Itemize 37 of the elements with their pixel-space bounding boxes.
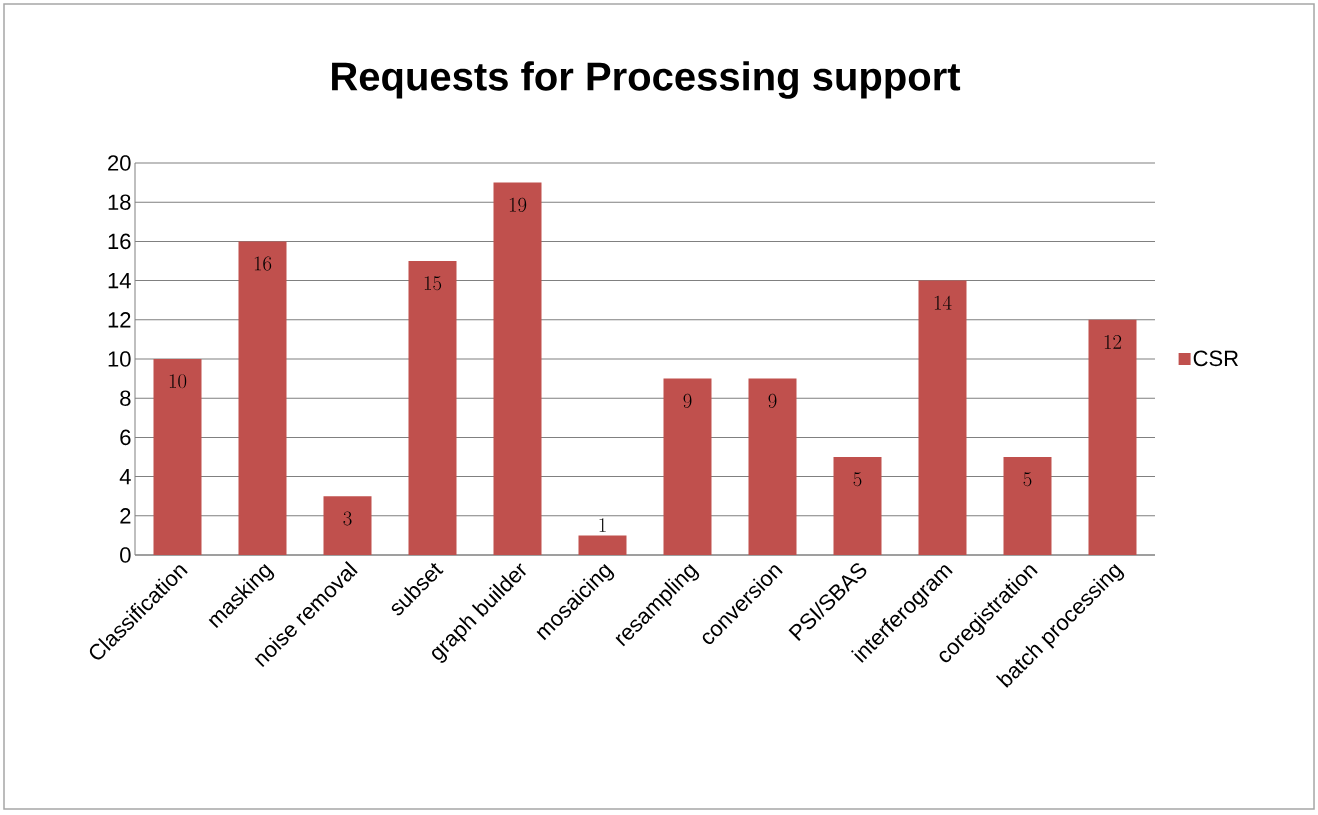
chart-title: Requests for Processing support (332, 61, 961, 99)
data-label: 12 (1104, 334, 1122, 349)
bar (918, 280, 967, 555)
bar (1003, 457, 1052, 555)
bar (833, 457, 882, 555)
bar (663, 378, 712, 555)
y-tick-label: 20 (108, 155, 131, 171)
y-tick-label: 0 (120, 547, 131, 563)
bar (238, 241, 287, 555)
y-tick-label: 12 (108, 312, 131, 328)
data-label: 15 (424, 276, 442, 291)
y-tick-label: 14 (108, 273, 131, 289)
data-label: 14 (934, 295, 952, 310)
y-tick-label: 10 (108, 351, 131, 367)
y-tick-label: 16 (108, 233, 131, 250)
bar (153, 359, 202, 555)
y-tick-label: 4 (119, 469, 131, 485)
data-label: 19 (509, 197, 527, 212)
bar (493, 182, 542, 555)
data-label: 9 (768, 393, 777, 408)
data-label: 16 (254, 256, 272, 271)
bar (323, 496, 372, 555)
data-label: 9 (683, 393, 692, 408)
y-tick-label: 18 (108, 194, 131, 210)
bar (748, 378, 797, 555)
y-tick-label: 6 (120, 429, 131, 446)
bar (578, 535, 627, 555)
data-label: 1 (599, 518, 606, 532)
data-label: 3 (343, 511, 352, 526)
y-tick-label: 8 (120, 390, 131, 406)
data-label: 10 (169, 374, 187, 389)
bar (408, 261, 457, 555)
y-tick-label: 2 (120, 508, 131, 524)
legend-label: CSR (1193, 350, 1239, 367)
data-label: 5 (853, 472, 862, 487)
data-label: 5 (1023, 472, 1032, 487)
bar (1088, 319, 1137, 555)
